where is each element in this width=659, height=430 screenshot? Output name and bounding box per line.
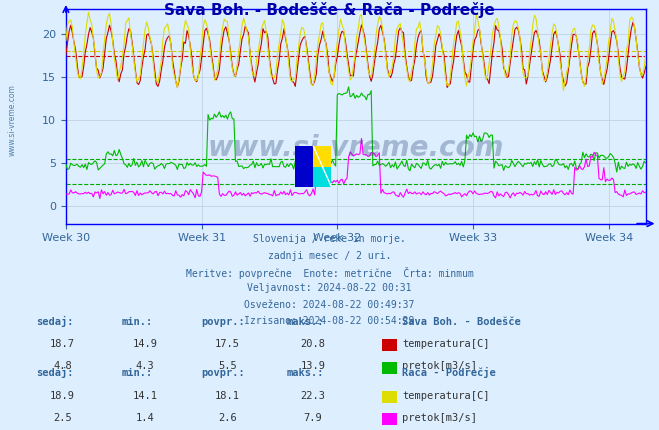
Text: 18.9: 18.9 <box>50 390 75 401</box>
Text: min.:: min.: <box>122 368 153 378</box>
Text: Izrisano: 2024-08-22 00:54:29: Izrisano: 2024-08-22 00:54:29 <box>244 316 415 326</box>
Text: pretok[m3/s]: pretok[m3/s] <box>402 361 477 372</box>
Text: 2.6: 2.6 <box>218 413 237 423</box>
Bar <box>314 146 331 166</box>
Text: 18.1: 18.1 <box>215 390 240 401</box>
Text: www.si-vreme.com: www.si-vreme.com <box>7 84 16 157</box>
Text: 20.8: 20.8 <box>301 339 326 349</box>
Text: 18.7: 18.7 <box>50 339 75 349</box>
Text: temperatura[C]: temperatura[C] <box>402 390 490 401</box>
Text: Sava Boh. - Bodešče: Sava Boh. - Bodešče <box>402 316 521 327</box>
Text: 22.3: 22.3 <box>301 390 326 401</box>
Text: 7.9: 7.9 <box>304 413 322 423</box>
Bar <box>314 166 331 187</box>
Text: 14.9: 14.9 <box>132 339 158 349</box>
Text: 14.1: 14.1 <box>132 390 158 401</box>
Text: min.:: min.: <box>122 316 153 327</box>
Text: temperatura[C]: temperatura[C] <box>402 339 490 349</box>
Text: Rača - Podrečje: Rača - Podrečje <box>402 367 496 378</box>
Text: maks.:: maks.: <box>287 368 324 378</box>
Text: maks.:: maks.: <box>287 316 324 327</box>
Text: Sava Boh. - Bodešče & Rača - Podrečje: Sava Boh. - Bodešče & Rača - Podrečje <box>164 2 495 18</box>
Text: sedaj:: sedaj: <box>36 316 74 327</box>
Text: sedaj:: sedaj: <box>36 367 74 378</box>
Text: Meritve: povprečne  Enote: metrične  Črta: minmum: Meritve: povprečne Enote: metrične Črta:… <box>186 267 473 279</box>
Text: Slovenija / reke in morje.: Slovenija / reke in morje. <box>253 234 406 244</box>
Text: 13.9: 13.9 <box>301 361 326 372</box>
Text: 2.5: 2.5 <box>53 413 72 423</box>
Text: Osveženo: 2024-08-22 00:49:37: Osveženo: 2024-08-22 00:49:37 <box>244 300 415 310</box>
Text: 4.8: 4.8 <box>53 361 72 372</box>
Bar <box>295 146 314 187</box>
Text: 4.3: 4.3 <box>136 361 154 372</box>
Text: 17.5: 17.5 <box>215 339 240 349</box>
Text: zadnji mesec / 2 uri.: zadnji mesec / 2 uri. <box>268 251 391 261</box>
Text: 5.5: 5.5 <box>218 361 237 372</box>
Text: Veljavnost: 2024-08-22 00:31: Veljavnost: 2024-08-22 00:31 <box>247 283 412 293</box>
Text: 1.4: 1.4 <box>136 413 154 423</box>
Text: www.si-vreme.com: www.si-vreme.com <box>208 134 504 163</box>
Text: pretok[m3/s]: pretok[m3/s] <box>402 413 477 423</box>
Text: povpr.:: povpr.: <box>201 368 244 378</box>
Text: povpr.:: povpr.: <box>201 316 244 327</box>
